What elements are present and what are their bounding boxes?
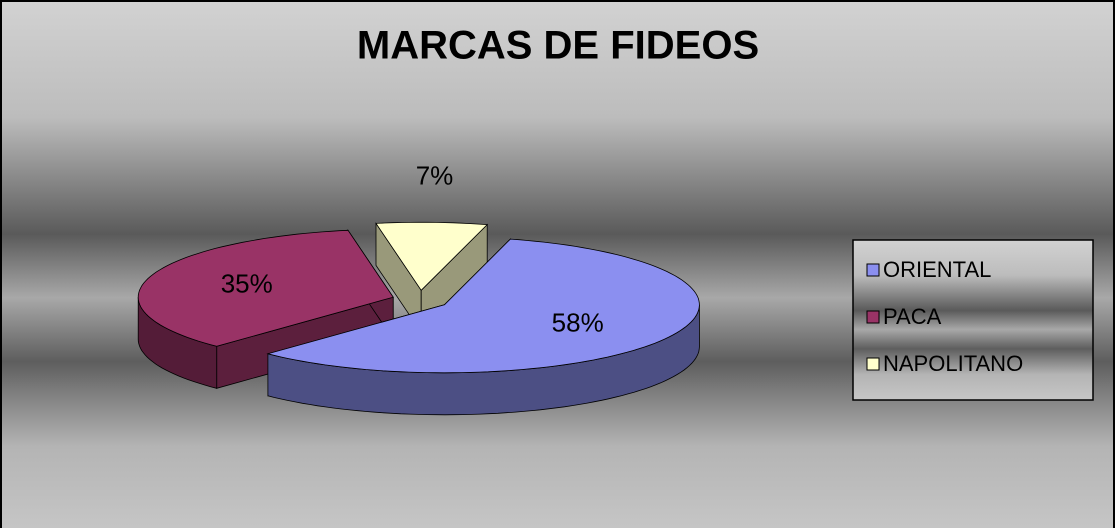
legend-swatch [866, 310, 880, 324]
data-label: 35% [221, 268, 273, 298]
legend-swatch [866, 263, 880, 277]
legend-box [852, 239, 1094, 401]
pie-slice [375, 221, 489, 291]
pie-slice [266, 238, 700, 374]
legend-label: ORIENTAL [883, 257, 991, 282]
data-label: 58% [552, 308, 604, 338]
legend-swatch [866, 357, 880, 371]
pie-slice [137, 229, 394, 347]
legend-label: NAPOLITANO [883, 351, 1023, 376]
legend-label: PACA [883, 304, 942, 329]
chart-title: MARCAS DE FIDEOS [357, 24, 759, 68]
legend: ORIENTAL PACA NAPOLITANO [852, 239, 1094, 401]
data-label: 7% [416, 160, 454, 190]
pie: 58% 35% 7% [137, 160, 700, 416]
